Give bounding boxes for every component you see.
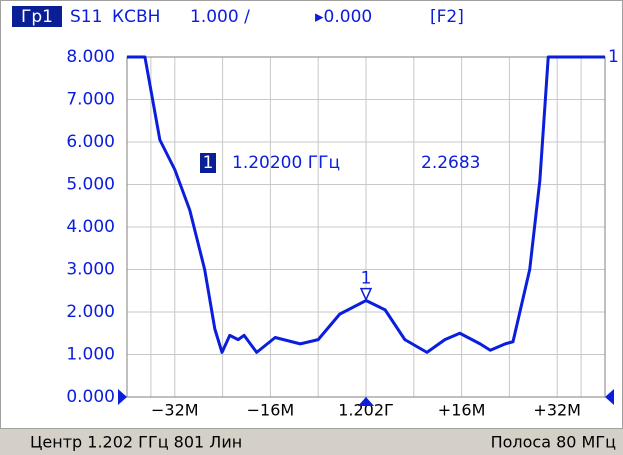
- x-tick-label: −16M: [247, 401, 295, 420]
- y-tick-label: 6.000: [66, 132, 115, 152]
- footer-right: Полоса 80 МГц: [491, 433, 617, 452]
- x-tick-label: 1.202Г: [338, 401, 394, 420]
- y-tick-label: 8.000: [66, 47, 115, 67]
- footer-left: Центр 1.202 ГГц 801 Лин: [30, 433, 242, 452]
- readout-value: 2.2683: [421, 153, 480, 173]
- ref-arrow-right: [605, 389, 614, 405]
- trace-line: [127, 55, 605, 354]
- x-tick-label: +32M: [533, 401, 581, 420]
- format: КСВН: [112, 7, 160, 27]
- x-tick-label: +16M: [438, 401, 486, 420]
- marker-label: 1: [361, 269, 372, 289]
- window-label: Гр1: [21, 7, 53, 27]
- function: [F2]: [430, 7, 464, 27]
- y-tick-label: 7.000: [66, 90, 115, 110]
- center-arrow: [358, 397, 374, 406]
- trace-name: S11: [70, 7, 102, 27]
- y-tick-label: 3.000: [66, 260, 115, 280]
- reference: ▸0.000: [315, 7, 372, 27]
- ref-arrow-left: [118, 389, 127, 405]
- readout-freq: 1.20200 ГГц: [232, 153, 340, 173]
- y-tick-label: 5.000: [66, 175, 115, 195]
- y-tick-label: 2.000: [66, 302, 115, 322]
- readout-index: 1: [203, 153, 214, 173]
- readout-badge: [200, 153, 216, 173]
- y-tick-label: 0.000: [66, 387, 115, 407]
- y-tick-label: 4.000: [66, 217, 115, 237]
- window-badge: [12, 6, 62, 27]
- footer-bar: [0, 429, 623, 455]
- scale: 1.000 /: [190, 7, 250, 27]
- y-tick-label: 1.000: [66, 345, 115, 365]
- trace-label: 1: [608, 47, 619, 67]
- marker-symbol: [359, 287, 373, 302]
- x-tick-label: −32M: [151, 401, 199, 420]
